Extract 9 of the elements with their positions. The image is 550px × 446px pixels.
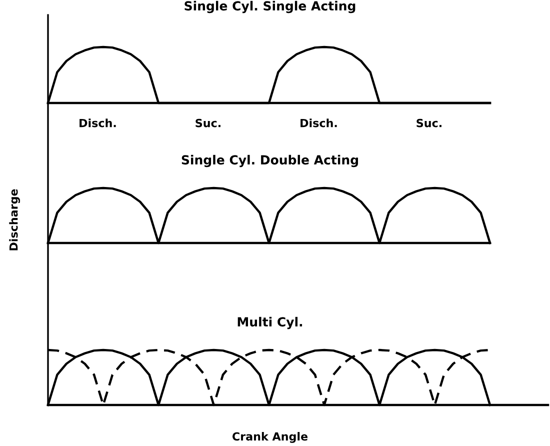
text: Disch. [300, 118, 337, 128]
x-axis-title: Crank Angle [232, 432, 308, 443]
chart-title: Single Cyl. Double Acting [182, 154, 358, 168]
text: Disch. [80, 118, 116, 128]
text: Suc. [416, 118, 442, 128]
y-axis-title: Discharge [9, 189, 20, 250]
chart-title: Single Cyl. Single Acting [184, 0, 356, 14]
chart-title: Multi Cyl. [238, 316, 302, 330]
text: Suc. [196, 118, 220, 128]
